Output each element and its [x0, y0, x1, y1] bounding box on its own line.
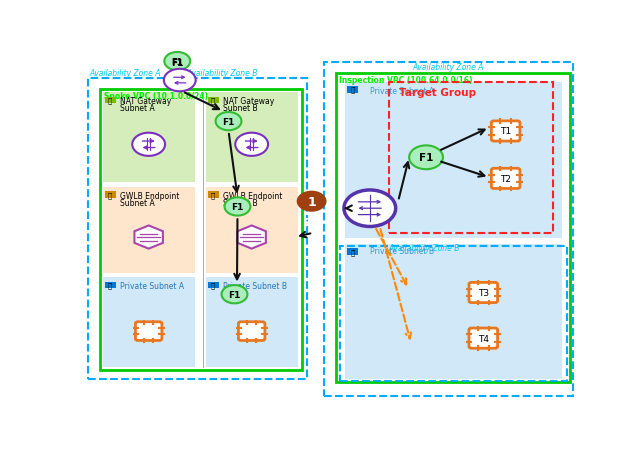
Text: F1: F1	[231, 202, 244, 212]
Text: 🔒: 🔒	[211, 192, 215, 198]
Text: T1: T1	[500, 127, 511, 136]
Text: Private Subnet A: Private Subnet A	[120, 281, 184, 290]
Bar	[207, 282, 218, 288]
Text: Subnet A: Subnet A	[120, 198, 155, 207]
Circle shape	[235, 133, 268, 157]
Bar	[207, 97, 218, 104]
Bar	[105, 192, 116, 198]
Text: Private Subnet B: Private Subnet B	[223, 281, 287, 290]
Circle shape	[409, 146, 443, 170]
Bar	[105, 97, 116, 104]
Polygon shape	[134, 226, 163, 249]
Bar	[347, 249, 358, 255]
Text: Availability Zone A: Availability Zone A	[413, 63, 484, 72]
Text: NAT Gateway: NAT Gateway	[120, 96, 171, 106]
Text: F1: F1	[229, 290, 241, 299]
Text: Spoke VPC (10.1.0.0/24): Spoke VPC (10.1.0.0/24)	[104, 91, 208, 101]
Text: 🔒: 🔒	[108, 282, 112, 288]
Text: F1: F1	[171, 57, 183, 66]
Bar	[103, 278, 195, 367]
Bar	[103, 93, 195, 182]
FancyBboxPatch shape	[469, 329, 498, 349]
Bar	[205, 188, 298, 273]
Text: Private Subnet B: Private Subnet B	[370, 247, 435, 256]
Circle shape	[164, 70, 196, 92]
Text: GWLB Endpoint: GWLB Endpoint	[223, 191, 282, 200]
Bar	[205, 278, 298, 367]
Circle shape	[164, 53, 190, 71]
Circle shape	[344, 191, 395, 227]
Text: Private Subnet A: Private Subnet A	[370, 87, 435, 96]
Circle shape	[221, 285, 247, 303]
Text: Subnet B: Subnet B	[223, 104, 257, 113]
Bar	[347, 87, 358, 93]
Bar	[336, 74, 570, 382]
FancyBboxPatch shape	[491, 121, 520, 142]
Bar	[324, 63, 573, 396]
Text: F1: F1	[171, 59, 184, 68]
Text: 🔒: 🔒	[108, 97, 112, 104]
Bar	[340, 246, 567, 381]
Text: T2: T2	[500, 174, 511, 183]
Text: 🔒: 🔒	[108, 192, 112, 198]
FancyBboxPatch shape	[469, 283, 498, 303]
Text: Availability Zone A: Availability Zone A	[89, 68, 160, 77]
Text: GWLB Endpoint: GWLB Endpoint	[120, 191, 179, 200]
Bar	[207, 192, 218, 198]
Text: Target Group: Target Group	[399, 88, 476, 98]
Text: NAT Gateway: NAT Gateway	[223, 96, 274, 106]
Bar	[88, 79, 307, 379]
Text: F1: F1	[303, 216, 320, 229]
Text: 🔒: 🔒	[351, 86, 355, 93]
Bar	[105, 282, 116, 288]
Bar	[345, 83, 562, 238]
Text: 🔒: 🔒	[211, 97, 215, 104]
Circle shape	[297, 191, 327, 212]
Bar	[389, 83, 553, 233]
Bar	[100, 90, 302, 370]
Text: T4: T4	[478, 334, 489, 343]
Bar	[103, 188, 195, 273]
FancyBboxPatch shape	[238, 322, 265, 341]
FancyBboxPatch shape	[491, 169, 520, 189]
Text: 🔒: 🔒	[351, 248, 355, 255]
Bar	[205, 93, 298, 182]
Text: F1: F1	[222, 117, 235, 126]
Circle shape	[132, 133, 165, 157]
Text: T3: T3	[478, 288, 489, 297]
Text: Subnet B: Subnet B	[223, 198, 257, 207]
Text: Inspection VPC (100.64.0.0/16): Inspection VPC (100.64.0.0/16)	[339, 76, 473, 85]
Circle shape	[216, 113, 241, 131]
Bar	[345, 244, 562, 379]
Text: Availability Zone B: Availability Zone B	[389, 244, 460, 253]
Text: Availability Zone B: Availability Zone B	[186, 68, 258, 77]
Text: 🔒: 🔒	[211, 282, 215, 288]
Polygon shape	[238, 226, 266, 249]
Text: F1: F1	[419, 153, 433, 163]
FancyBboxPatch shape	[135, 322, 162, 341]
Text: Subnet A: Subnet A	[120, 104, 155, 113]
Circle shape	[225, 198, 250, 216]
Text: 1: 1	[308, 195, 316, 208]
